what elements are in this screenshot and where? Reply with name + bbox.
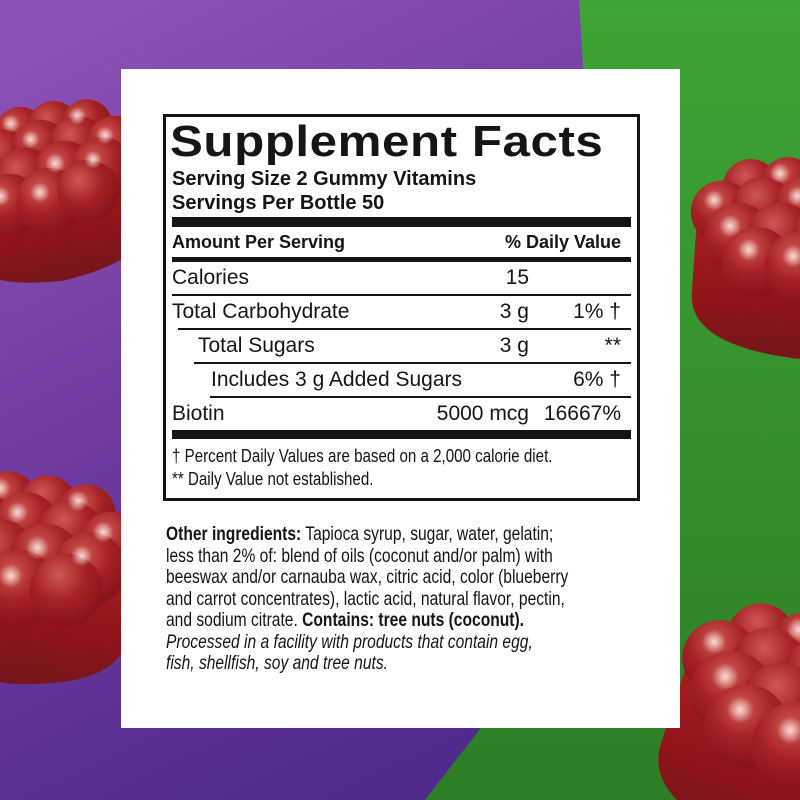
serving-info: Serving Size 2 Gummy Vitamins Servings P… [172,167,637,215]
ingredients-text-line: and carrot concentrates), lactic acid, n… [166,587,565,610]
allergen-statement-line: fish, shellfish, soy and tree nuts. [166,652,388,674]
divider-thick-bottom [172,430,631,439]
col-header-daily-value: % Daily Value [504,232,621,252]
other-ingredients-label: Other ingredients: [166,523,302,545]
footnote-daily-values: † Percent Daily Values are based on a 2,… [172,446,553,466]
col-header-amount: Amount Per Serving [172,232,346,252]
contains-statement: Contains: tree nuts (coconut). [302,609,525,631]
divider-hairline [210,396,631,398]
row-label: Total Sugars [198,334,315,357]
servings-per-bottle: Servings Per Bottle 50 [172,192,385,214]
divider-medium [172,257,631,262]
row-daily-value: ** [604,334,621,357]
footnote-not-established: ** Daily Value not established. [172,469,374,489]
row-daily-value: 6% † [573,368,621,391]
facts-row-calories: Calories 15 [166,262,637,294]
row-amount: 5000 mcg [436,402,529,425]
divider-hairline [194,362,631,364]
panel-title: Supplement Facts [170,117,604,166]
divider-thick-top [172,217,631,227]
ingredients-text-line: beeswax and/or carnauba wax, citric acid… [166,566,569,588]
column-header-row: Amount Per Serving % Daily Value [166,227,637,257]
facts-row-biotin: Biotin 5000 mcg 16667% [166,398,637,430]
ingredients-text-line: less than 2% of: blend of oils (coconut … [166,544,553,567]
facts-row-total-sugars: Total Sugars 3 g ** [166,330,637,362]
row-amount: 3 g [499,300,529,323]
footnotes: † Percent Daily Values are based on a 2,… [166,439,637,498]
ingredients-text-line: Tapioca syrup, sugar, water, gelatin; [301,523,554,545]
serving-size: Serving Size 2 Gummy Vitamins [172,168,477,190]
row-amount: 15 [505,266,529,289]
allergen-statement-line: Processed in a facility with products th… [166,630,533,653]
supplement-facts-panel: Supplement Facts Serving Size 2 Gummy Vi… [163,114,640,501]
row-amount: 3 g [499,334,529,357]
row-label: Total Carbohydrate [172,300,350,323]
label-card: Supplement Facts Serving Size 2 Gummy Vi… [121,69,680,728]
other-ingredients-section: Other ingredients: Tapioca syrup, sugar,… [166,523,669,675]
divider-hairline [172,294,631,296]
facts-row-total-carbohydrate: Total Carbohydrate 3 g 1% † [166,296,637,328]
facts-row-added-sugars: Includes 3 g Added Sugars 6% † [166,364,637,396]
row-daily-value: 1% † [573,300,621,323]
divider-hairline [178,328,631,330]
row-label: Includes 3 g Added Sugars [211,368,463,391]
row-daily-value: 16667% [543,402,621,425]
ingredients-text-line: and sodium citrate. [166,609,303,631]
row-label: Calories [172,266,250,289]
row-label: Biotin [172,402,225,425]
